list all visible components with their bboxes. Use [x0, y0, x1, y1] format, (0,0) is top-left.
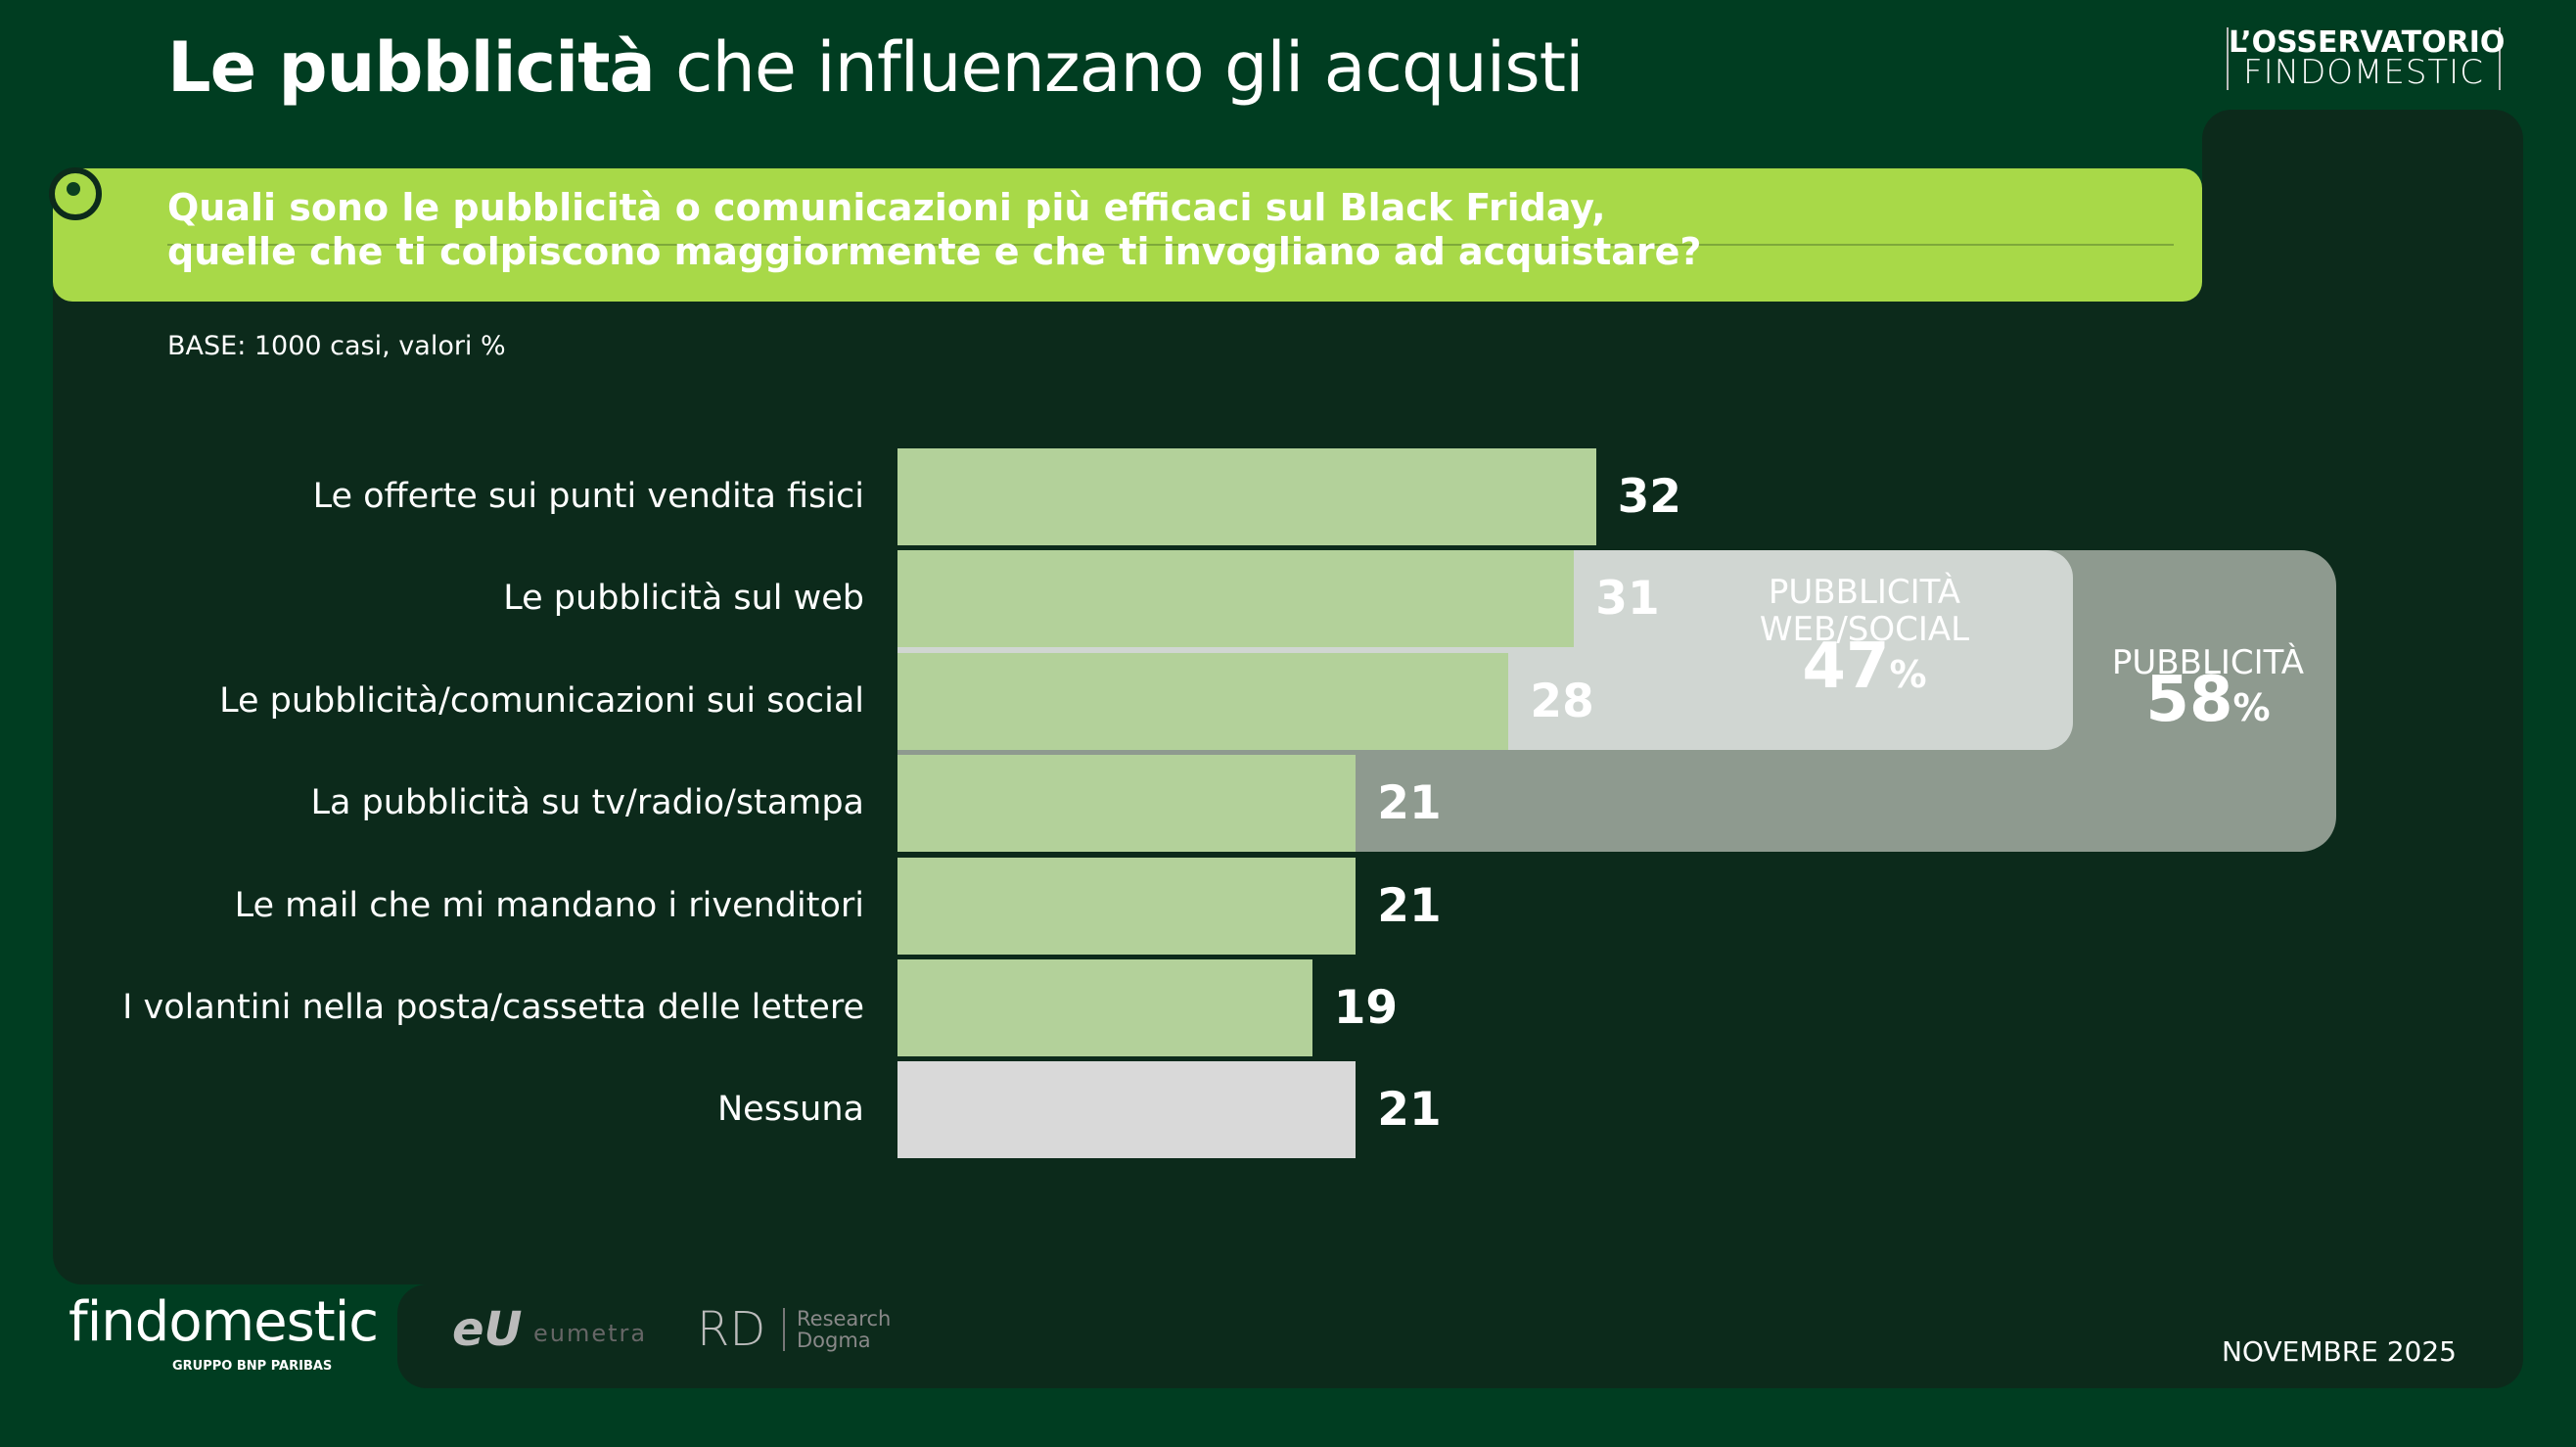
- category-label: Le pubblicità sul web: [503, 579, 864, 619]
- value-label: 19: [1333, 981, 1399, 1035]
- research-dogma-label: Research Dogma: [783, 1308, 891, 1351]
- group-label-all-ads: PUBBLICITÀ 58%: [2111, 643, 2305, 736]
- date-label: NOVEMBRE 2025: [2221, 1335, 2457, 1368]
- value-label: 21: [1377, 878, 1442, 933]
- bar: [897, 857, 1357, 955]
- research-dogma-logo: RD: [697, 1302, 766, 1357]
- eumetra-label: eumetra: [533, 1320, 648, 1347]
- bar: [897, 550, 1575, 648]
- value-label: 31: [1595, 572, 1660, 627]
- page-title: Le pubblicità che influenzano gli acquis…: [167, 27, 1585, 108]
- value-label: 32: [1617, 470, 1681, 524]
- bar: [897, 1061, 1357, 1159]
- bar: [897, 959, 1312, 1056]
- divider: [167, 244, 2174, 246]
- category-label: Nessuna: [717, 1090, 864, 1130]
- value-label: 21: [1377, 776, 1442, 831]
- eumetra-logo: eU: [452, 1302, 523, 1357]
- question-band: [53, 168, 2202, 302]
- category-label: I volantini nella posta/cassetta delle l…: [122, 988, 864, 1027]
- bar: [897, 755, 1357, 853]
- category-label: Le mail che mi mandano i rivenditori: [234, 885, 864, 925]
- category-label: Le pubblicità/comunicazioni sui social: [219, 680, 864, 721]
- category-label: Le offerte sui punti vendita fisici: [312, 477, 864, 516]
- bar: [897, 652, 1509, 750]
- bnp-paribas-label: GRUPPO BNP PARIBAS: [172, 1359, 333, 1374]
- group-label-web-social: PUBBLICITÀ WEB/SOCIAL 47%: [1759, 573, 1970, 703]
- category-label: La pubblicità su tv/radio/stampa: [310, 783, 864, 823]
- base-note: BASE: 1000 casi, valori %: [167, 331, 506, 361]
- osservatorio-logo: L’OSSERVATORIO FINDOMESTIC: [2227, 25, 2506, 92]
- footer-bar: [397, 1284, 2523, 1388]
- findomestic-logo: findomestic: [69, 1290, 379, 1354]
- value-label: 21: [1377, 1083, 1442, 1138]
- value-label: 28: [1530, 674, 1594, 728]
- bar: [897, 448, 1596, 545]
- bullet-icon: [49, 167, 102, 220]
- question-text: Quali sono le pubblicità o comunicazioni…: [167, 186, 1702, 273]
